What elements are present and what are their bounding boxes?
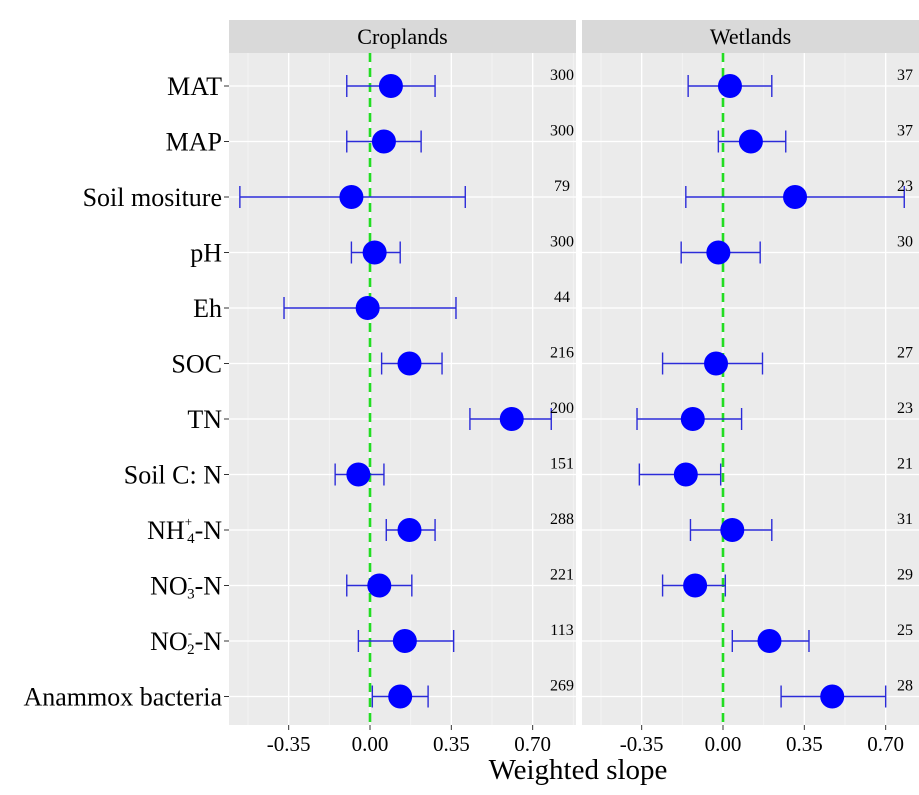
estimate-point — [683, 573, 708, 598]
estimate-point — [367, 573, 392, 598]
sample-size-label: 300 — [550, 123, 574, 140]
panel-background — [229, 53, 576, 725]
panel-strip — [582, 20, 919, 53]
sample-size-label: 300 — [550, 234, 574, 251]
x-tick-label: 0.00 — [352, 732, 389, 756]
estimate-point — [706, 240, 731, 265]
estimate-point — [397, 351, 422, 376]
sample-size-label: 269 — [550, 678, 574, 695]
sample-size-label: 79 — [554, 178, 570, 195]
row-label: NH+ 4-N — [147, 514, 222, 547]
panel-background — [582, 53, 919, 725]
row-label: Anammox bacteria — [23, 683, 222, 712]
sample-size-label: 300 — [550, 67, 574, 84]
estimate-point — [355, 296, 380, 320]
row-label: Eh — [193, 294, 222, 323]
sample-size-label: 21 — [897, 456, 913, 473]
x-tick-label: 0.00 — [705, 732, 742, 756]
estimate-point — [362, 240, 387, 265]
panels-layer: Croplands 300 300 79 300 44 216 200 151 288 221 113… — [229, 20, 919, 756]
panel-strip-label: Wetlands — [710, 24, 791, 49]
row-labels: MAT MAP Soil mositure pH Eh SOC TN Soil C: N NH+… — [23, 72, 229, 712]
x-tick-label: 0.35 — [786, 732, 823, 756]
sample-size-label: 31 — [897, 511, 913, 528]
sample-size-label: 25 — [897, 622, 913, 639]
row-label: NO-3-N — [150, 570, 222, 603]
row-label: MAP — [166, 128, 222, 157]
sample-size-label: 28 — [897, 678, 913, 695]
sample-size-label: 216 — [550, 345, 574, 362]
sample-size-label: 30 — [897, 234, 913, 251]
estimate-point — [720, 518, 745, 542]
row-label: Soil mositure — [83, 183, 222, 212]
estimate-point — [757, 629, 782, 653]
row-label: TN — [187, 405, 222, 434]
x-tick-label: 0.70 — [514, 732, 551, 756]
estimate-point — [371, 129, 396, 154]
x-tick-label: -0.35 — [267, 732, 311, 756]
estimate-point — [392, 629, 417, 653]
x-tick-label: 0.35 — [433, 732, 470, 756]
sample-size-label: 23 — [897, 178, 913, 195]
estimate-point — [346, 462, 371, 487]
x-axis-title: Weighted slope — [489, 754, 668, 786]
row-label: Soil C: N — [124, 461, 222, 490]
row-label: SOC — [171, 350, 222, 379]
estimate-point — [717, 74, 742, 98]
estimate-point — [499, 407, 524, 431]
estimate-point — [704, 351, 729, 376]
x-tick-label: 0.70 — [867, 732, 904, 756]
row-label: MAT — [167, 72, 222, 101]
sample-size-label: 200 — [550, 400, 574, 417]
sample-size-label: 44 — [554, 289, 570, 306]
estimate-point — [673, 462, 698, 487]
estimate-point — [738, 129, 763, 154]
sample-size-label: 37 — [897, 67, 913, 84]
estimate-point — [680, 407, 705, 431]
estimate-point — [820, 684, 845, 709]
sample-size-label: 288 — [550, 511, 574, 528]
sample-size-label: 113 — [550, 622, 573, 639]
row-label: NO-2-N — [150, 625, 222, 658]
panel-croplands: Croplands 300 300 79 300 44 216 200 151 288 221 113… — [229, 20, 576, 756]
sample-size-label: 151 — [550, 456, 574, 473]
panel-strip — [229, 20, 576, 53]
panel-wetlands: Wetlands 37 37 23 30 27 23 21 31 29 25 28 -0.35 0.00 0… — [582, 20, 919, 756]
sample-size-label: 29 — [897, 567, 913, 584]
sample-size-label: 27 — [897, 345, 913, 362]
estimate-point — [378, 74, 403, 98]
x-tick-label: -0.35 — [620, 732, 664, 756]
sample-size-label: 37 — [897, 123, 913, 140]
estimate-point — [397, 518, 422, 542]
sample-size-label: 221 — [550, 567, 574, 584]
sample-size-label: 23 — [897, 400, 913, 417]
estimate-point — [388, 684, 413, 709]
estimate-point — [783, 185, 808, 209]
row-label: pH — [190, 239, 222, 268]
estimate-point — [339, 185, 364, 209]
panel-strip-label: Croplands — [357, 24, 447, 49]
